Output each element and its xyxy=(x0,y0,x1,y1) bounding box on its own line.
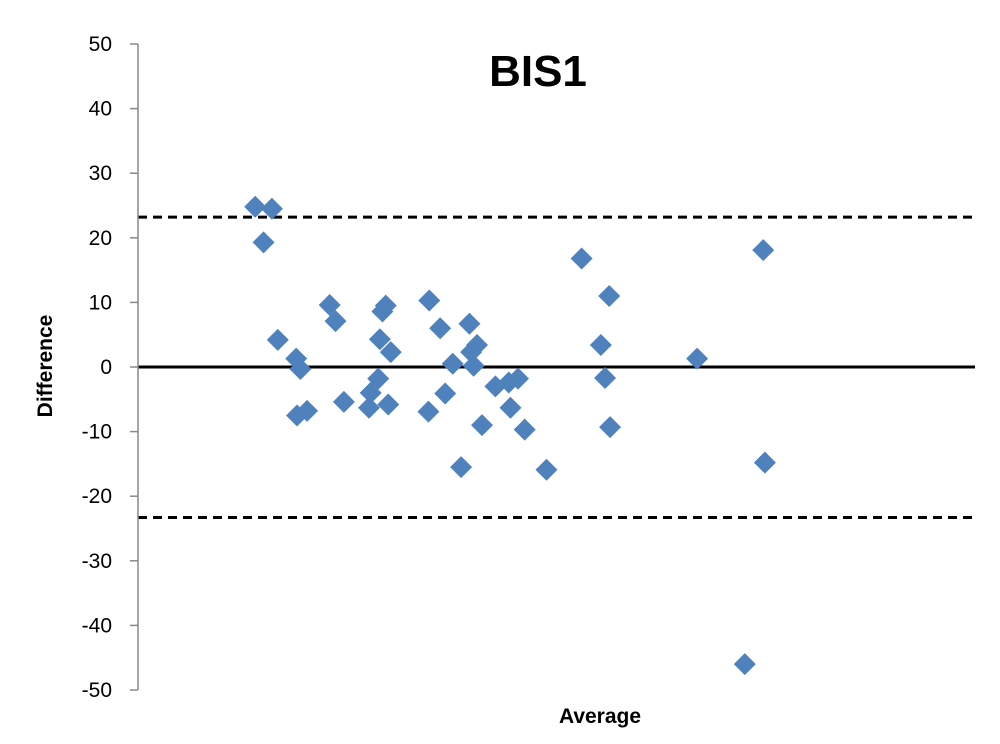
data-point xyxy=(368,328,391,351)
y-tick-label: -30 xyxy=(82,550,112,573)
data-point xyxy=(752,239,775,262)
data-point xyxy=(450,456,473,479)
data-point xyxy=(252,231,275,254)
data-point xyxy=(289,357,312,380)
y-axis: 50 40 30 20 10 0 -10 -20 -30 -40 -50 xyxy=(82,33,139,702)
data-point xyxy=(332,390,355,413)
data-point xyxy=(589,334,612,357)
data-point xyxy=(513,418,536,441)
data-point xyxy=(753,451,776,474)
data-point xyxy=(733,653,756,676)
data-point xyxy=(429,317,452,340)
data-point xyxy=(260,197,283,220)
y-tick-label: 50 xyxy=(89,33,112,56)
data-point xyxy=(462,354,485,377)
data-point xyxy=(599,416,622,439)
data-point xyxy=(374,294,397,317)
y-tick-label: 0 xyxy=(100,356,112,379)
y-axis-label: Difference xyxy=(34,315,57,418)
y-tick-label: 30 xyxy=(89,162,112,185)
data-point xyxy=(418,289,441,312)
data-point xyxy=(244,195,267,218)
data-point xyxy=(324,310,347,333)
data-point xyxy=(594,366,617,389)
y-tick-label: 40 xyxy=(89,98,112,121)
data-point xyxy=(471,414,494,437)
data-point xyxy=(377,393,400,416)
data-points xyxy=(244,195,776,676)
x-axis-label: Average xyxy=(559,705,641,728)
data-point xyxy=(458,312,481,335)
data-point xyxy=(441,352,464,375)
y-tick-label: -50 xyxy=(82,679,112,702)
data-point xyxy=(417,400,440,423)
data-point xyxy=(318,293,341,316)
chart-title: BIS1 xyxy=(489,47,587,96)
data-point xyxy=(465,334,488,357)
y-tick-label: 10 xyxy=(89,291,112,314)
data-point xyxy=(499,396,522,419)
data-point xyxy=(570,247,593,270)
data-point xyxy=(598,284,621,307)
y-tick-label: -10 xyxy=(82,421,112,444)
data-point xyxy=(686,347,709,370)
data-point xyxy=(535,458,558,481)
y-tick-label: -20 xyxy=(82,485,112,508)
y-tick-label: -40 xyxy=(82,614,112,637)
data-point xyxy=(497,371,520,394)
data-point xyxy=(367,367,390,390)
y-tick-label: 20 xyxy=(89,227,112,250)
data-point xyxy=(358,396,381,419)
data-point xyxy=(434,382,457,405)
reference-lines xyxy=(138,215,975,520)
data-point xyxy=(506,367,529,390)
data-point xyxy=(266,328,289,351)
data-point xyxy=(296,399,319,422)
data-point xyxy=(379,341,402,364)
